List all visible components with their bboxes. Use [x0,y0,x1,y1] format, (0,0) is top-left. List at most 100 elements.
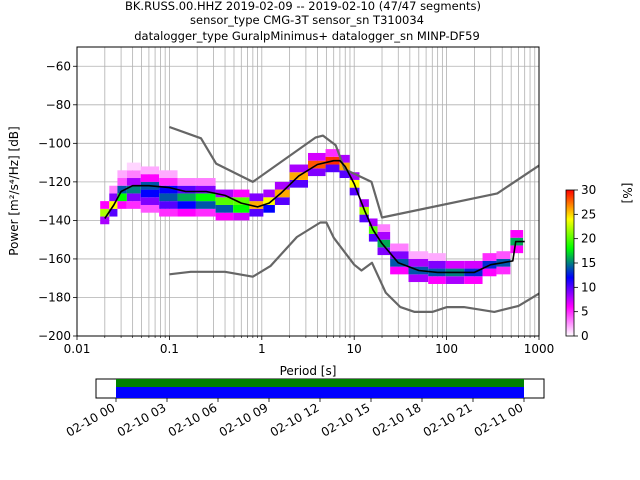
psd-cell [159,201,178,209]
psd-cell [349,187,360,196]
colorbar-tick-label: 25 [581,207,596,221]
psd-cell [359,199,369,207]
psd-cell [140,174,160,182]
psd-cell [428,253,446,261]
noise-model-high [169,125,539,219]
psd-cell [215,189,234,198]
psd-cell [377,239,391,248]
psd-cell [117,178,127,186]
y-axis-ticks: −60 −80 −100 −120 −140 −160 −180 −200 [38,59,77,343]
psd-cell [140,197,160,205]
y-tick-label: −120 [38,175,71,189]
y-tick-label: −180 [38,290,71,304]
psd-cell [140,189,160,198]
psd-cell [510,230,524,238]
timeline-tick-label: 02-10 09 [217,400,271,439]
psd-cell [159,193,178,202]
x-tick-label: 100 [435,342,458,356]
psd-cell [233,197,250,205]
y-tick-label: −200 [38,329,71,343]
psd-cell [159,185,178,194]
colorbar-gradient [565,189,575,337]
psd-cell [308,168,326,177]
psd-cell [445,276,465,284]
psd-cell [109,208,118,217]
psd-cell [215,197,234,205]
psd-cell [140,204,160,213]
colorbar-tick-label: 15 [581,256,596,270]
psd-cell [482,268,497,277]
psd-cell [177,208,196,217]
y-tick-label: −160 [38,252,71,266]
psd-cell [126,178,141,186]
x-tick-label: 10 [347,342,362,356]
colorbar-tick-label: 10 [581,280,596,294]
colorbar-tick-label: 20 [581,232,596,246]
timeline-tick-label: 02-11 00 [472,400,526,439]
x-axis-ticks: 0.01 0.1 1 10 100 1000 [64,336,555,356]
x-tick-label: 1000 [524,342,555,356]
timeline-coverage-band-top [116,379,524,387]
psd-cell [377,247,391,256]
psd-cell [195,178,216,186]
colorbar-label: [%] [620,183,634,204]
psd-cell [195,185,216,194]
title-line-2: sensor_type CMG-3T sensor_sn T310034 [190,13,424,27]
x-tick-label: 0.1 [160,342,179,356]
psd-cell [159,170,178,179]
timeline-tick-label: 02-10 12 [268,400,322,439]
psd-cell [177,193,196,202]
psd-cell [308,152,326,161]
psd-cell [117,201,127,209]
y-tick-label: −100 [38,136,71,150]
y-tick-label: −60 [46,59,71,73]
x-tick-label: 0.01 [64,342,91,356]
median-line [104,159,525,274]
noise-models [169,125,539,313]
psd-cell [249,201,264,209]
x-axis-label: Period [s] [280,364,337,378]
psd-cell [126,170,141,179]
y-tick-label: −80 [46,98,71,112]
psd-cell [195,201,216,209]
psd-cell [109,193,118,202]
psd-cell [464,260,483,269]
title-line-3: datalogger_type GuralpMinimus+ datalogge… [134,29,480,43]
psd-cell [100,216,110,225]
colorbar-tick-label: 30 [581,183,596,197]
psd-cell [126,201,141,209]
title-block: BK.RUSS.00.HHZ 2019-02-09 -- 2019-02-10 … [125,0,481,43]
psd-cell [109,185,118,194]
psd-cell [496,251,511,259]
psd-cell [233,212,250,221]
psd-cell [159,208,178,217]
psd-cell [325,164,340,173]
psd-cell [274,181,290,190]
psd-cell [390,243,409,252]
psd-cell [177,185,196,194]
psd-cell [377,231,391,240]
title-line-1: BK.RUSS.00.HHZ 2019-02-09 -- 2019-02-10 … [125,0,481,13]
psd-cell [263,189,275,198]
psd-cell [215,212,234,221]
psd-cell [368,218,378,227]
psd-cell [100,208,110,217]
colorbar-tick-label: 5 [581,305,589,319]
psd-cell [195,208,216,217]
colorbar-ticks: 0 5 10 15 20 25 30 [574,183,596,343]
noise-model-low [169,221,539,313]
psd-cell [408,251,429,259]
psd-cell [368,233,378,242]
timeline-tick-label: 02-10 03 [115,400,169,439]
timeline-tick-label: 02-10 15 [319,400,373,439]
psd-cell [408,258,429,267]
psd-cell [359,214,369,223]
psd-cell [117,185,127,194]
psd-cell [100,201,110,209]
psd-cell [445,260,465,269]
psd-cell [263,197,275,205]
psd-cell [390,251,409,259]
